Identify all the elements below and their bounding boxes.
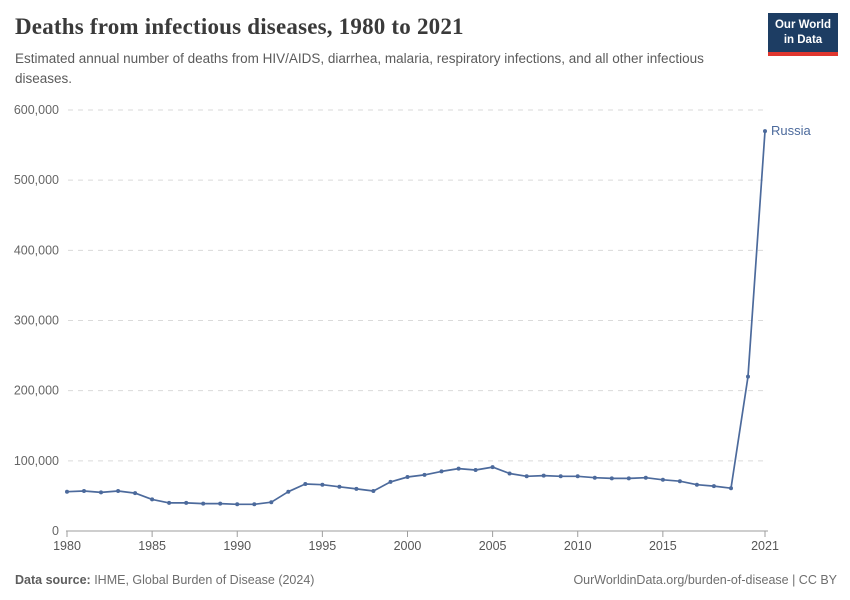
owid-logo-line2: in Data <box>783 33 823 46</box>
data-point[interactable] <box>763 129 767 134</box>
x-axis-tick-label: 2000 <box>394 539 422 553</box>
data-point[interactable] <box>167 500 172 505</box>
y-axis-tick-label: 600,000 <box>14 103 59 117</box>
series-label-russia[interactable]: Russia <box>771 123 811 139</box>
data-point[interactable] <box>252 502 257 507</box>
data-point[interactable] <box>456 466 461 471</box>
data-point[interactable] <box>269 500 274 505</box>
data-point[interactable] <box>660 477 665 482</box>
chart-subtitle: Estimated annual number of deaths from H… <box>15 51 704 86</box>
data-point[interactable] <box>354 486 359 491</box>
data-point[interactable] <box>235 502 240 507</box>
data-point[interactable] <box>626 476 631 481</box>
data-point[interactable] <box>592 475 597 480</box>
data-point[interactable] <box>65 489 69 494</box>
data-point[interactable] <box>133 491 138 496</box>
y-axis-tick-label: 500,000 <box>14 173 59 187</box>
x-axis-tick-label: 2021 <box>751 539 779 553</box>
data-source: Data source: IHME, Global Burden of Dise… <box>15 573 314 587</box>
data-point[interactable] <box>694 482 699 487</box>
chart-footer: Data source: IHME, Global Burden of Dise… <box>15 573 837 587</box>
data-point[interactable] <box>116 489 121 493</box>
x-axis-tick-label: 1990 <box>223 539 251 553</box>
page-title: Deaths from infectious diseases, 1980 to… <box>15 14 464 39</box>
data-point[interactable] <box>541 473 546 478</box>
data-point[interactable] <box>303 482 308 486</box>
data-point[interactable] <box>422 472 427 477</box>
y-axis-tick-label: 400,000 <box>14 243 59 257</box>
x-axis-tick-label: 1985 <box>138 539 166 553</box>
chart-canvas[interactable]: 0 100,000 200,000 300,000 400,000 500,000 600,… <box>0 90 850 570</box>
x-axis-tick-label: 1995 <box>308 539 336 553</box>
data-point[interactable] <box>439 469 444 474</box>
data-source-label: Data source: <box>15 573 91 587</box>
owid-logo-line1: Our World <box>774 19 831 31</box>
data-point[interactable] <box>405 475 410 479</box>
data-point[interactable] <box>677 479 682 484</box>
x-axis-tick-label: 1980 <box>53 539 81 553</box>
data-point[interactable] <box>609 476 614 481</box>
y-axis-tick-label: 0 <box>52 524 59 538</box>
data-point[interactable] <box>643 475 648 480</box>
data-point[interactable] <box>99 490 103 495</box>
data-point[interactable] <box>473 468 478 472</box>
data-point[interactable] <box>371 489 376 493</box>
data-source-text: IHME, Global Burden of Disease (2024) <box>90 573 315 587</box>
y-axis-tick-label: 200,000 <box>14 384 59 398</box>
data-point[interactable] <box>507 471 512 476</box>
data-point[interactable] <box>184 500 189 505</box>
data-point[interactable] <box>286 489 291 494</box>
data-point[interactable] <box>490 465 495 470</box>
data-point[interactable] <box>558 474 563 479</box>
data-point[interactable] <box>575 474 580 479</box>
line-chart: 0 100,000 200,000 300,000 400,000 500,000 600,… <box>0 90 850 570</box>
data-point[interactable] <box>150 497 155 502</box>
chart-header: Deaths from infectious diseases, 1980 to… <box>15 14 750 88</box>
x-axis-tick-label: 2015 <box>649 539 677 553</box>
data-point[interactable] <box>320 482 325 487</box>
data-point[interactable] <box>524 474 529 479</box>
data-point[interactable] <box>218 501 223 506</box>
credit-link[interactable]: OurWorldinData.org/burden-of-disease | C… <box>573 573 837 587</box>
data-point[interactable] <box>729 486 733 491</box>
data-line-russia[interactable] <box>66 130 766 506</box>
y-axis-tick-label: 300,000 <box>14 314 59 328</box>
y-axis-tick-label: 100,000 <box>14 454 59 468</box>
data-point[interactable] <box>746 374 750 379</box>
data-point[interactable] <box>711 484 716 489</box>
x-axis-tick-label: 2010 <box>564 539 592 553</box>
data-point[interactable] <box>388 479 393 484</box>
data-point[interactable] <box>337 484 342 489</box>
data-point[interactable] <box>201 501 206 506</box>
x-axis-tick-label: 2005 <box>479 539 507 553</box>
owid-logo[interactable]: Our World in Data <box>768 13 838 56</box>
data-point[interactable] <box>82 489 86 493</box>
